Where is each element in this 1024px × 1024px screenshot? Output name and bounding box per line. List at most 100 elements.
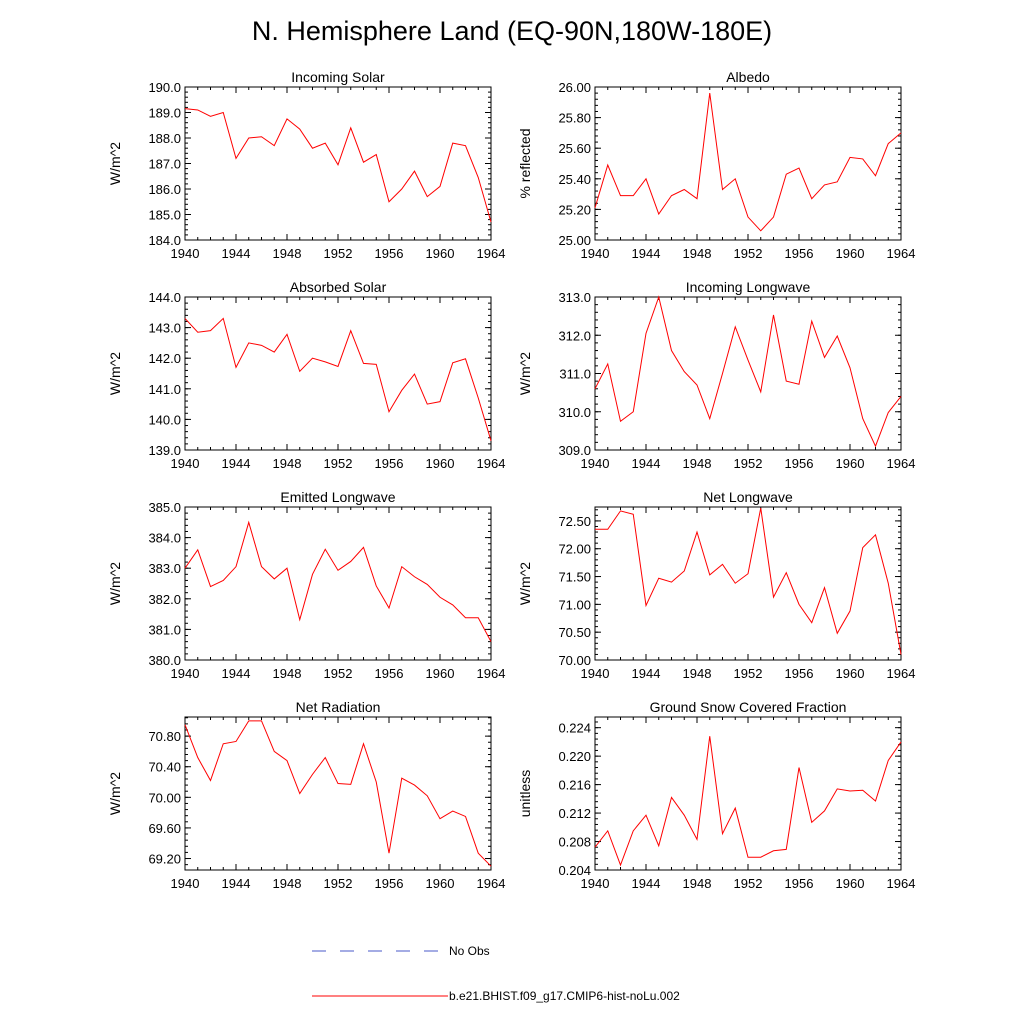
- legend-model-run-label: b.e21.BHIST.f09_g17.CMIP6-hist-noLu.002: [449, 989, 680, 1003]
- panel-absorbed-solar: Absorbed Solar W/m^2 1940 1944 1948 1952 1956 1…: [107, 279, 505, 471]
- ground-snow-covered-fraction-title: Ground Snow Covered Fraction: [650, 699, 847, 715]
- incoming-longwave-ytick-label: 309.0: [558, 443, 591, 458]
- net-longwave-xtick-label: 1940: [581, 666, 610, 681]
- incoming-longwave-title: Incoming Longwave: [686, 279, 811, 295]
- net-radiation-xtick-label: 1944: [222, 876, 251, 891]
- incoming-solar-xtick-label: 1948: [273, 246, 302, 261]
- absorbed-solar-xtick-label: 1956: [375, 456, 404, 471]
- absorbed-solar-ytick-label: 141.0: [148, 382, 181, 397]
- panel-incoming-longwave: Incoming Longwave W/m^2 1940 1944 1948 1952 19…: [517, 279, 915, 471]
- incoming-longwave-ytick-label: 312.0: [558, 328, 591, 343]
- albedo-xtick-label: 1940: [581, 246, 610, 261]
- net-radiation-ytick-label: 69.60: [148, 821, 181, 836]
- incoming-solar-ytick-label: 189.0: [148, 106, 181, 121]
- net-radiation-ylabel: W/m^2: [107, 772, 123, 815]
- net-longwave-ylabel: W/m^2: [517, 562, 533, 605]
- ground-snow-covered-fraction-xtick-label: 1956: [785, 876, 814, 891]
- net-radiation-xtick-label: 1960: [426, 876, 455, 891]
- emitted-longwave-xtick-label: 1964: [477, 666, 506, 681]
- albedo-ytick-label: 25.80: [558, 111, 591, 126]
- incoming-solar-xtick-label: 1964: [477, 246, 506, 261]
- ground-snow-covered-fraction-xtick-label: 1960: [836, 876, 865, 891]
- absorbed-solar-ytick-label: 140.0: [148, 412, 181, 427]
- net-longwave-ytick-label: 71.00: [558, 597, 591, 612]
- ground-snow-covered-fraction-xtick-label: 1944: [632, 876, 661, 891]
- net-longwave-ytick-label: 71.50: [558, 570, 591, 585]
- net-longwave-ytick-label: 72.50: [558, 514, 591, 529]
- incoming-solar-series-line: [184, 108, 492, 223]
- emitted-longwave-xtick-label: 1944: [222, 666, 251, 681]
- incoming-solar-ytick-label: 184.0: [148, 233, 181, 248]
- albedo-ytick-label: 25.40: [558, 172, 591, 187]
- emitted-longwave-xtick-label: 1960: [426, 666, 455, 681]
- albedo-ytick-label: 25.20: [558, 202, 591, 217]
- absorbed-solar-xtick-label: 1940: [171, 456, 200, 471]
- emitted-longwave-ytick-label: 381.0: [148, 622, 181, 637]
- ground-snow-covered-fraction-ylabel: unitless: [517, 770, 533, 817]
- net-longwave-xtick-label: 1960: [836, 666, 865, 681]
- net-longwave-series-line: [595, 508, 902, 655]
- incoming-longwave-xtick-label: 1940: [581, 456, 610, 471]
- panel-net-longwave: Net Longwave W/m^2 1940 1944 1948 1952 1956 196…: [517, 489, 915, 681]
- ground-snow-covered-fraction-series-line: [594, 736, 902, 867]
- ground-snow-covered-fraction-ytick-label: 0.208: [558, 835, 591, 850]
- absorbed-solar-ytick-label: 142.0: [148, 351, 181, 366]
- absorbed-solar-ytick-label: 139.0: [148, 443, 181, 458]
- net-longwave-xtick-label: 1944: [632, 666, 661, 681]
- emitted-longwave-xtick-label: 1948: [273, 666, 302, 681]
- ground-snow-covered-fraction-ytick-label: 0.216: [558, 778, 591, 793]
- emitted-longwave-ylabel: W/m^2: [107, 562, 123, 605]
- emitted-longwave-ytick-label: 383.0: [148, 561, 181, 576]
- albedo-ytick-label: 26.00: [558, 80, 591, 95]
- net-radiation-xtick-label: 1940: [171, 876, 200, 891]
- absorbed-solar-xtick-label: 1952: [324, 456, 353, 471]
- incoming-longwave-xtick-label: 1944: [632, 456, 661, 471]
- net-longwave-ytick-label: 72.00: [558, 542, 591, 557]
- albedo-xtick-label: 1960: [836, 246, 865, 261]
- albedo-title: Albedo: [726, 69, 770, 85]
- absorbed-solar-ylabel: W/m^2: [107, 352, 123, 395]
- emitted-longwave-xtick-label: 1956: [375, 666, 404, 681]
- ground-snow-covered-fraction-ytick-label: 0.212: [558, 806, 591, 821]
- incoming-solar-xtick-label: 1956: [375, 246, 404, 261]
- incoming-longwave-series-line: [594, 295, 902, 448]
- chart-panels: Incoming Solar W/m^2 1940 1944 1948 1952 1956 1…: [107, 69, 915, 891]
- net-radiation-title: Net Radiation: [296, 699, 381, 715]
- net-radiation-xtick-label: 1956: [375, 876, 404, 891]
- emitted-longwave-series-line: [184, 520, 492, 642]
- net-radiation-ytick-label: 69.20: [148, 852, 181, 867]
- panel-net-radiation: Net Radiation W/m^2 1940 1944 1948 1952 1956 19…: [107, 699, 505, 891]
- emitted-longwave-ytick-label: 382.0: [148, 592, 181, 607]
- incoming-solar-ytick-label: 188.0: [148, 131, 181, 146]
- incoming-longwave-ytick-label: 310.0: [558, 405, 591, 420]
- ground-snow-covered-fraction-xtick-label: 1940: [581, 876, 610, 891]
- albedo-xtick-label: 1952: [734, 246, 763, 261]
- incoming-longwave-ytick-label: 311.0: [559, 367, 591, 382]
- ground-snow-covered-fraction-xtick-label: 1964: [887, 876, 916, 891]
- ground-snow-covered-fraction-xtick-label: 1948: [683, 876, 712, 891]
- ground-snow-covered-fraction-xtick-label: 1952: [734, 876, 763, 891]
- albedo-series-line: [594, 93, 902, 232]
- net-longwave-xtick-label: 1948: [683, 666, 712, 681]
- absorbed-solar-xtick-label: 1964: [477, 456, 506, 471]
- emitted-longwave-ytick-label: 385.0: [148, 500, 181, 515]
- incoming-solar-xtick-label: 1960: [426, 246, 455, 261]
- incoming-solar-ytick-label: 187.0: [148, 157, 181, 172]
- net-longwave-ytick-label: 70.00: [558, 653, 591, 668]
- incoming-longwave-xtick-label: 1956: [785, 456, 814, 471]
- absorbed-solar-xtick-label: 1960: [426, 456, 455, 471]
- net-radiation-ytick-label: 70.40: [148, 760, 181, 775]
- incoming-solar-ytick-label: 185.0: [148, 208, 181, 223]
- absorbed-solar-ytick-label: 143.0: [148, 321, 181, 336]
- ground-snow-covered-fraction-ytick-label: 0.224: [558, 721, 591, 736]
- net-longwave-xtick-label: 1956: [785, 666, 814, 681]
- legend: No Obs b.e21.BHIST.f09_g17.CMIP6-hist-no…: [312, 944, 680, 1003]
- incoming-solar-ytick-label: 186.0: [148, 182, 181, 197]
- emitted-longwave-xtick-label: 1940: [171, 666, 200, 681]
- net-radiation-series-line: [184, 720, 492, 867]
- absorbed-solar-xtick-label: 1944: [222, 456, 251, 471]
- panel-emitted-longwave: Emitted Longwave W/m^2 1940 1944 1948 1952 195…: [107, 489, 505, 681]
- incoming-longwave-xtick-label: 1960: [836, 456, 865, 471]
- figure-title: N. Hemisphere Land (EQ-90N,180W-180E): [252, 16, 772, 46]
